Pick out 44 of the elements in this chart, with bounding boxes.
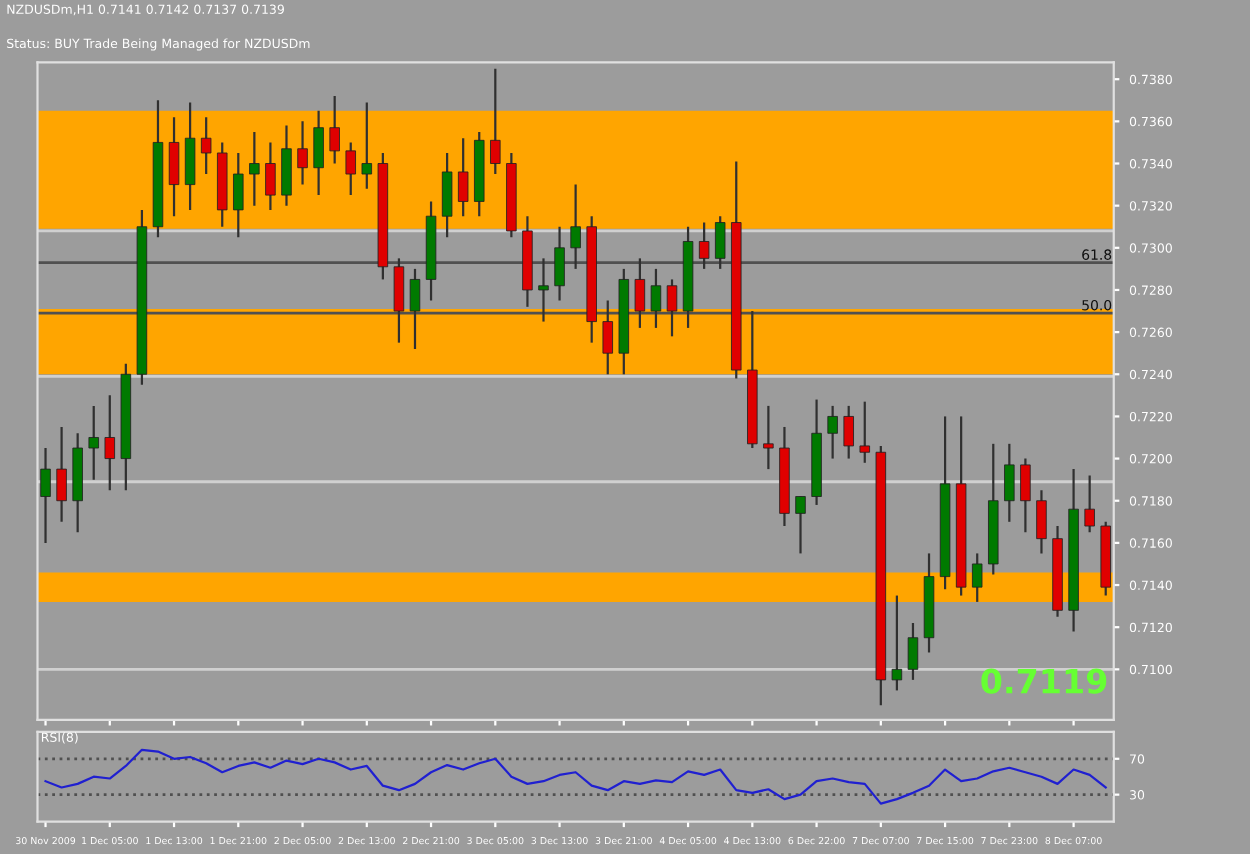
candlestick [233,151,244,239]
candlestick [490,67,501,176]
candlestick [827,404,838,460]
candlestick [714,215,726,270]
line-series [44,748,1107,805]
candlestick [329,94,340,165]
candlestick [666,278,678,338]
candlestick [554,225,565,302]
candlestick [1020,457,1031,534]
candlestick [184,101,196,211]
candlestick [281,124,292,207]
candlestick [361,101,373,190]
candlestick [907,621,919,681]
candlestick [538,257,549,323]
candlestick [634,257,646,330]
candlestick [843,404,854,460]
candlestick [345,141,356,197]
candlestick [297,120,308,186]
candlestick [570,183,581,270]
candlestick [441,151,453,239]
candlestick [168,116,180,218]
candlestick [265,141,276,211]
candlestick [763,404,774,471]
candlestick [891,594,903,692]
candlestick [859,400,871,464]
candlestick [56,425,67,523]
candlestick [1084,474,1095,534]
candlestick [88,404,99,481]
candlestick [795,495,806,555]
candlestick [200,116,212,176]
candlestick [602,299,613,376]
candlestick [1004,442,1015,523]
candlestick [1036,489,1047,555]
candlestick [971,552,983,603]
annotation: 0.7119 [981,668,1107,694]
candlestick [409,267,421,351]
candlestick [104,394,116,492]
candlestick [249,130,260,207]
candlestick [650,267,662,330]
candlestick [40,446,51,544]
candlestick [698,221,710,270]
candlestick [393,257,405,344]
candlestick [313,109,324,197]
candlestick [457,137,469,218]
